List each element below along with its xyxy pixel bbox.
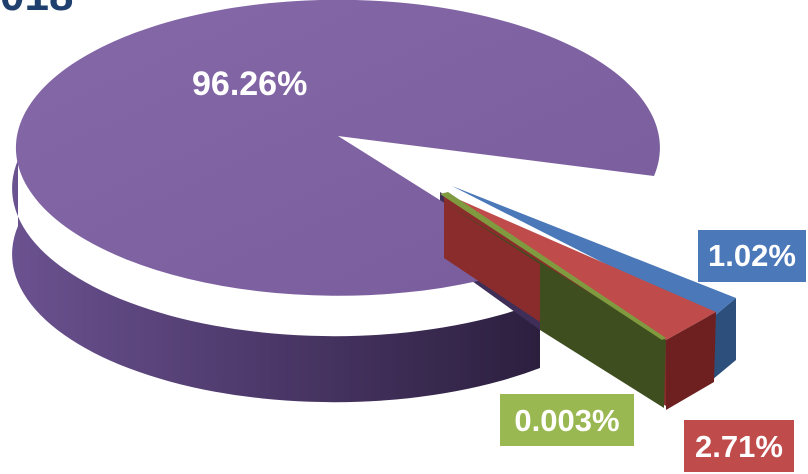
pie-slice-green-top <box>440 192 666 340</box>
pie-slice-blue <box>452 186 736 380</box>
pie-slice-large-side <box>12 160 541 403</box>
pie-slice-green-front <box>440 200 666 408</box>
pie-slice-red-side <box>666 312 716 410</box>
data-label-blue: 1.02% <box>708 238 796 273</box>
pie-slice-large-top <box>15 0 660 296</box>
chart-title-fragment: 018 <box>0 0 73 18</box>
data-label-red-box: 2.71% <box>684 420 794 472</box>
pie-slice-red-top <box>444 193 716 340</box>
pie-slice-green <box>440 192 666 408</box>
pie-slice-blue-top <box>452 186 736 318</box>
data-label-green-box: 0.003% <box>500 394 634 446</box>
pie-slice-blue-side <box>712 298 736 380</box>
data-label-red: 2.71% <box>695 429 783 464</box>
data-label-large: 96.26% <box>192 65 307 103</box>
data-label-green: 0.003% <box>514 403 619 438</box>
data-label-blue-box: 1.02% <box>698 230 806 282</box>
